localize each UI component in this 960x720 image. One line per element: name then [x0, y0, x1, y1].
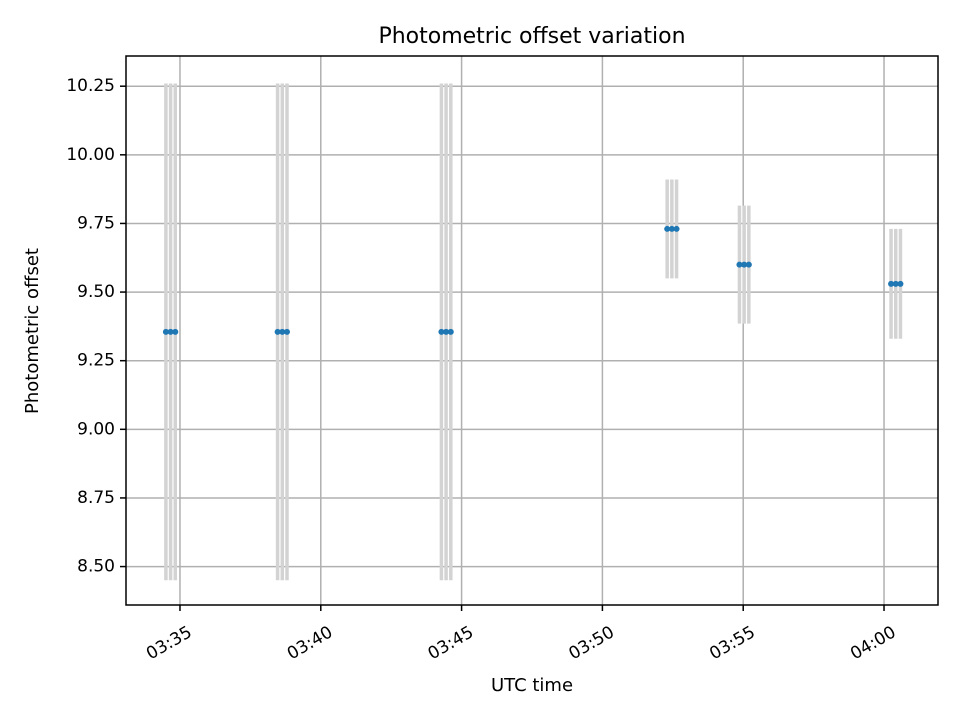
y-tick-label: 9.00 — [77, 419, 115, 439]
axis-ticks: 03:35 03:40 03:45 03:50 03:55 04:00 8.50 8.75 9.… — [66, 76, 899, 664]
data-point — [274, 328, 281, 335]
data-point — [897, 280, 904, 287]
plot-frame — [125, 55, 939, 606]
data-point — [438, 328, 445, 335]
data-point — [736, 261, 743, 268]
x-axis-label: UTC time — [491, 675, 573, 696]
data-point — [172, 328, 179, 335]
x-tick-label: 04:00 — [847, 622, 899, 664]
y-tick-label: 9.75 — [77, 213, 115, 233]
data-point — [279, 328, 286, 335]
data-point — [664, 225, 671, 232]
data-point — [447, 328, 454, 335]
y-tick-label: 9.25 — [77, 351, 115, 371]
x-tick-label: 03:35 — [143, 622, 195, 664]
grid-lines — [126, 56, 938, 605]
x-tick-label: 03:55 — [706, 622, 758, 664]
data-points — [162, 225, 904, 335]
data-point — [668, 225, 675, 232]
y-tick-label: 10.00 — [66, 145, 115, 165]
x-tick-label: 03:40 — [284, 622, 336, 664]
data-point — [745, 261, 752, 268]
y-tick-label: 9.50 — [77, 282, 115, 302]
data-point — [283, 328, 290, 335]
y-axis-label: Photometric offset — [22, 248, 43, 414]
data-point — [167, 328, 174, 335]
data-point — [888, 280, 895, 287]
chart-title: Photometric offset variation — [378, 24, 685, 49]
data-point — [162, 328, 169, 335]
x-tick-label: 03:45 — [425, 622, 477, 664]
data-point — [673, 225, 680, 232]
data-point — [892, 280, 899, 287]
y-tick-label: 10.25 — [66, 76, 115, 96]
y-tick-label: 8.50 — [77, 557, 115, 577]
y-tick-label: 8.75 — [77, 488, 115, 508]
x-tick-label: 03:50 — [565, 622, 617, 664]
data-point — [443, 328, 450, 335]
data-point — [741, 261, 748, 268]
